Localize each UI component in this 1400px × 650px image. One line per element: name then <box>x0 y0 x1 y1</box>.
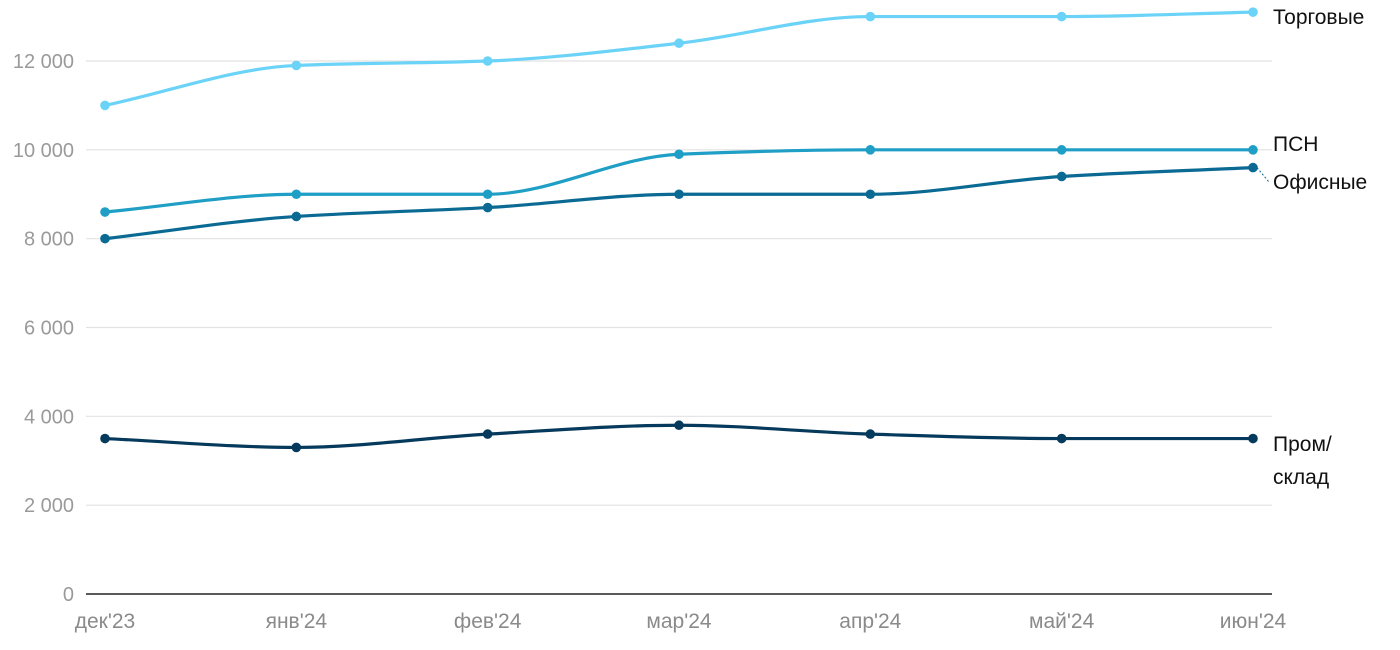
data-point <box>1248 433 1258 444</box>
data-point <box>482 56 493 66</box>
series-label: Офисные <box>1273 171 1367 194</box>
data-point <box>674 149 684 160</box>
data-point <box>100 207 110 217</box>
series-labels: Торговые ПСН Офисные Пром/склад <box>1256 6 1367 489</box>
y-tick-label: 2 000 <box>24 495 74 517</box>
data-point <box>1248 162 1258 173</box>
x-axis-ticks: дек'23 янв'24 фев'24 мар'24 апр'24 май'24 июн'… <box>75 610 1287 633</box>
data-point <box>1248 145 1258 155</box>
y-tick-label: 8 000 <box>24 229 74 251</box>
series-line <box>103 148 1255 214</box>
series-label: склад <box>1273 466 1329 489</box>
data-point <box>100 233 110 244</box>
series-line <box>103 10 1255 108</box>
series-2 <box>100 145 1258 217</box>
data-point <box>291 60 302 71</box>
x-tick-label: май'24 <box>1029 610 1095 633</box>
data-point <box>674 189 684 200</box>
data-point <box>865 11 876 22</box>
data-point <box>865 429 876 439</box>
x-tick-label: янв'24 <box>266 610 328 633</box>
data-point <box>291 189 302 200</box>
series-label: ПСН <box>1273 133 1318 156</box>
data-point <box>865 145 876 155</box>
y-tick-label: 10 000 <box>13 140 74 162</box>
data-point <box>100 100 110 111</box>
x-tick-label: апр'24 <box>839 610 901 633</box>
series-label: Пром/ <box>1273 433 1332 456</box>
label-leader-line <box>1256 167 1270 183</box>
y-tick-label: 4 000 <box>24 406 74 428</box>
data-point <box>291 211 302 222</box>
data-point <box>865 189 876 200</box>
x-tick-label: июн'24 <box>1220 610 1287 633</box>
x-tick-label: мар'24 <box>646 610 711 633</box>
y-tick-label: 12 000 <box>13 51 74 73</box>
series-3 <box>100 162 1258 244</box>
data-point <box>482 202 493 213</box>
data-point <box>291 442 302 453</box>
series-group <box>100 7 1258 453</box>
data-point <box>1056 171 1067 182</box>
series-1 <box>100 7 1258 111</box>
data-point <box>1056 145 1067 155</box>
series-label: Торговые <box>1273 6 1364 29</box>
series-4 <box>100 420 1258 453</box>
data-point <box>482 429 493 439</box>
series-line <box>103 166 1255 241</box>
x-tick-label: фев'24 <box>454 610 522 633</box>
y-tick-label: 6 000 <box>24 318 74 340</box>
data-point <box>100 433 110 444</box>
y-axis-ticks: 0 2 000 4 000 6 000 8 000 10 000 12 000 <box>13 51 74 606</box>
data-point <box>674 38 684 49</box>
data-point <box>674 420 684 431</box>
y-tick-label: 0 <box>63 584 74 606</box>
data-point <box>1248 7 1258 17</box>
x-tick-label: дек'23 <box>75 610 136 633</box>
data-point <box>482 189 493 200</box>
data-point <box>1056 433 1067 444</box>
data-point <box>1056 11 1067 22</box>
